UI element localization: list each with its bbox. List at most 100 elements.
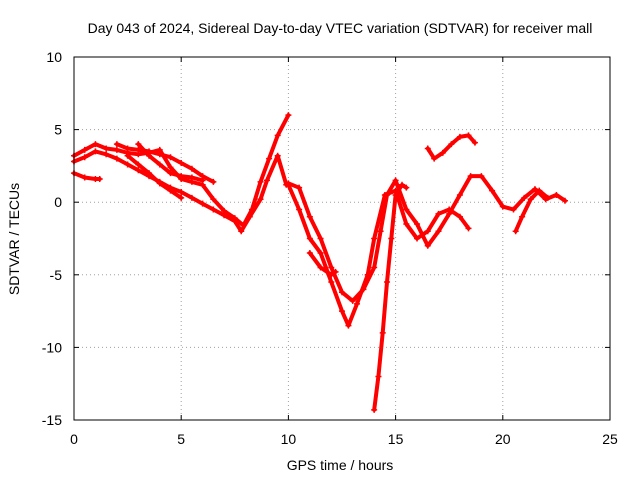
y-tick-label: -5 bbox=[50, 267, 63, 283]
data-point-marker bbox=[221, 212, 228, 219]
data-point-marker bbox=[328, 271, 335, 278]
data-point-marker bbox=[188, 174, 195, 181]
plot-frame bbox=[73, 56, 611, 421]
data-point-marker bbox=[328, 264, 335, 271]
data-point-marker bbox=[519, 213, 526, 220]
data-point-marker bbox=[188, 194, 195, 201]
data-point-marker bbox=[257, 196, 264, 203]
y-tick-label: -10 bbox=[42, 339, 62, 355]
data-point-marker bbox=[246, 213, 253, 220]
data-point-marker bbox=[345, 322, 352, 329]
data-point-marker bbox=[439, 149, 446, 156]
data-point-marker bbox=[274, 132, 281, 139]
data-point-marker bbox=[561, 197, 568, 204]
data-point-marker bbox=[306, 250, 313, 257]
data-series bbox=[71, 112, 568, 413]
data-point-marker bbox=[178, 173, 185, 180]
data-point-marker bbox=[456, 213, 463, 220]
data-point-marker bbox=[414, 220, 421, 227]
data-point-marker bbox=[178, 159, 185, 166]
data-point-marker bbox=[510, 206, 517, 213]
x-tick-label: 0 bbox=[70, 431, 78, 447]
data-point-marker bbox=[199, 177, 206, 184]
data-point-marker bbox=[263, 177, 270, 184]
data-point-marker bbox=[435, 228, 442, 235]
data-point-marker bbox=[349, 297, 356, 304]
data-point-marker bbox=[188, 165, 195, 172]
data-point-marker bbox=[146, 170, 153, 177]
data-point-marker bbox=[124, 152, 131, 159]
data-point-marker bbox=[210, 178, 217, 185]
data-point-marker bbox=[285, 181, 292, 188]
data-point-marker bbox=[238, 228, 245, 235]
data-point-marker bbox=[467, 173, 474, 180]
data-point-marker bbox=[124, 161, 131, 168]
y-tick-label: 10 bbox=[46, 49, 62, 65]
data-point-marker bbox=[377, 228, 384, 235]
data-point-marker bbox=[210, 196, 217, 203]
data-point-marker bbox=[135, 167, 142, 174]
data-point-marker bbox=[381, 191, 388, 198]
data-point-marker bbox=[379, 329, 386, 336]
series-line-arc-2 bbox=[72, 149, 289, 234]
data-point-marker bbox=[354, 300, 361, 307]
data-point-marker bbox=[489, 187, 496, 194]
data-point-marker bbox=[527, 196, 534, 203]
data-point-marker bbox=[371, 406, 378, 413]
data-point-marker bbox=[339, 308, 345, 315]
data-point-marker bbox=[167, 164, 174, 171]
data-point-marker bbox=[92, 148, 99, 155]
data-point-marker bbox=[296, 184, 303, 191]
data-point-marker bbox=[471, 139, 478, 146]
data-point-marker bbox=[465, 225, 472, 232]
data-point-marker bbox=[306, 235, 313, 242]
data-point-marker bbox=[317, 250, 324, 257]
data-point-marker bbox=[113, 155, 120, 162]
data-point-marker bbox=[285, 112, 292, 119]
data-point-marker bbox=[135, 141, 142, 148]
data-point-marker bbox=[296, 206, 303, 213]
data-point-marker bbox=[167, 170, 174, 177]
data-point-marker bbox=[156, 180, 163, 187]
x-axis-label: GPS time / hours bbox=[287, 457, 394, 473]
data-point-marker bbox=[306, 213, 313, 220]
x-tick-label: 15 bbox=[388, 431, 404, 447]
x-tick-label: 20 bbox=[495, 431, 511, 447]
data-point-marker bbox=[257, 178, 264, 185]
data-point-marker bbox=[96, 175, 103, 182]
data-point-marker bbox=[113, 146, 120, 153]
data-point-marker bbox=[456, 191, 463, 198]
data-point-marker bbox=[424, 145, 431, 152]
data-point-marker bbox=[178, 189, 185, 196]
data-point-marker bbox=[399, 181, 406, 188]
data-point-marker bbox=[403, 220, 410, 227]
data-point-marker bbox=[392, 177, 399, 184]
data-point-marker bbox=[146, 152, 153, 159]
data-point-marker bbox=[414, 235, 421, 242]
data-point-marker bbox=[156, 151, 163, 158]
y-tick-label: -15 bbox=[42, 412, 62, 428]
y-axis-label: SDTVAR / TECUs bbox=[6, 183, 22, 295]
data-point-marker bbox=[103, 145, 110, 152]
chart-title: Day 043 of 2024, Sidereal Day-to-day VTE… bbox=[88, 20, 593, 36]
data-point-marker bbox=[435, 210, 442, 217]
data-point-marker bbox=[81, 154, 88, 161]
data-point-marker bbox=[456, 133, 463, 140]
data-point-marker bbox=[388, 235, 395, 242]
data-point-marker bbox=[199, 200, 206, 207]
series-line-arc-9 bbox=[307, 251, 338, 277]
data-point-marker bbox=[371, 264, 378, 271]
series-line-arc-1 bbox=[72, 113, 291, 228]
data-point-marker bbox=[448, 141, 455, 148]
data-point-marker bbox=[328, 279, 335, 286]
data-point-marker bbox=[135, 146, 142, 153]
data-point-marker bbox=[178, 194, 185, 201]
data-point-marker bbox=[167, 154, 174, 161]
series-line-arc-5 bbox=[125, 153, 184, 200]
data-point-marker bbox=[135, 161, 142, 168]
data-point-marker bbox=[113, 141, 120, 148]
axis-ticks: 0 5 10 15 20 25 -15 -10 -5 0 5 10 bbox=[42, 49, 618, 447]
data-point-marker bbox=[446, 206, 453, 213]
data-point-marker bbox=[403, 206, 410, 213]
